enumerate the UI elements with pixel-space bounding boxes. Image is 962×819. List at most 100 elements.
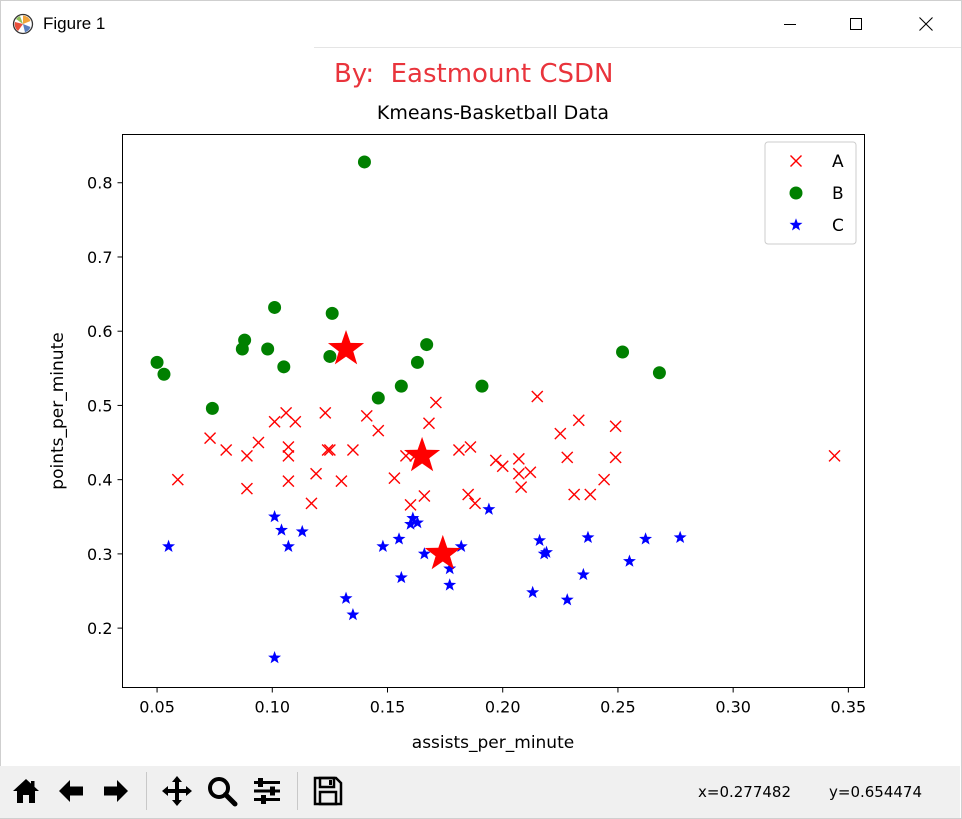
data-point-A (171, 473, 184, 486)
configure-subplots-button[interactable] (250, 774, 284, 808)
chart-legend: ABC (764, 141, 857, 245)
back-arrow-icon (59, 780, 83, 802)
home-button[interactable] (9, 774, 43, 808)
data-point-C (454, 539, 468, 552)
data-point-A (572, 414, 585, 427)
data-point-A (524, 466, 537, 479)
home-icon (13, 779, 39, 803)
y-tick-label: 0.5 (87, 396, 112, 415)
data-point-A (252, 436, 265, 449)
x-tick-label: 0.10 (254, 698, 290, 717)
data-point-B (394, 379, 408, 393)
data-point-A (422, 417, 435, 430)
maximize-button[interactable] (833, 1, 879, 47)
toolbar-separator (297, 772, 298, 810)
series-C (162, 502, 687, 664)
legend-label-C: C (832, 216, 844, 236)
data-point-B (357, 155, 371, 169)
data-point-B (420, 338, 434, 352)
configure-subplots-icon (254, 778, 280, 804)
data-point-A (418, 489, 431, 502)
data-point-C (417, 547, 431, 560)
data-point-C (410, 515, 424, 529)
y-tick-label: 0.8 (87, 174, 112, 193)
data-point-A (240, 482, 253, 495)
back-button[interactable] (54, 774, 88, 808)
cursor-x-readout: x=0.277482 (698, 783, 792, 801)
data-point-C (275, 523, 288, 536)
data-point-C (533, 533, 547, 547)
data-point-B (371, 391, 385, 405)
x-tick-label: 0.15 (370, 698, 406, 717)
maximize-icon (850, 18, 862, 30)
legend-marker-B (789, 186, 803, 200)
data-point-A (609, 451, 622, 464)
data-point-C (560, 593, 574, 606)
data-point-A (360, 409, 373, 422)
data-point-A (372, 424, 385, 437)
data-point-A (220, 443, 233, 456)
data-point-A (496, 460, 509, 473)
legend-label-A: A (832, 152, 844, 172)
data-point-C (394, 570, 408, 584)
watermark-text: By: Eastmount CSDN (334, 59, 614, 89)
data-point-C (281, 539, 295, 552)
pan-button[interactable] (160, 774, 194, 808)
data-point-A (310, 467, 323, 480)
save-icon (313, 776, 343, 806)
close-button[interactable] (903, 1, 949, 47)
series-B (150, 155, 666, 415)
data-point-C (622, 554, 636, 567)
data-point-B (268, 300, 282, 314)
data-point-A (598, 473, 611, 486)
data-point-C (673, 530, 687, 544)
data-point-A (282, 475, 295, 488)
minimize-button[interactable] (767, 1, 813, 47)
series-layer (150, 155, 841, 664)
data-point-A (531, 390, 544, 403)
data-point-B (205, 401, 219, 415)
data-point-C (346, 607, 360, 621)
cursor-y-readout: y=0.654474 (829, 783, 923, 801)
x-tick-label: 0.05 (139, 698, 175, 717)
y-axis-label: points_per_minute (48, 332, 68, 489)
data-point-C (576, 567, 590, 581)
chart-title: Kmeans-Basketball Data (377, 102, 609, 124)
zoom-button[interactable] (205, 774, 239, 808)
data-point-C (639, 532, 653, 545)
data-point-B (410, 355, 424, 369)
data-point-B (323, 349, 337, 363)
legend-entry-A: A (790, 152, 844, 172)
data-point-A (554, 427, 567, 440)
pan-icon (162, 776, 192, 806)
x-tick-label: 0.25 (600, 698, 636, 717)
y-axis-ticks: 0.2 0.3 0.4 0.5 0.6 0.7 0.8 (87, 174, 123, 638)
data-point-C (268, 651, 282, 664)
title-bar[interactable]: Figure 1 (1, 1, 961, 47)
data-point-A (282, 449, 295, 462)
data-point-C (526, 585, 540, 598)
data-point-C (268, 509, 282, 523)
legend-marker-C (789, 218, 803, 231)
save-button[interactable] (311, 774, 345, 808)
data-point-A (584, 488, 597, 501)
data-point-A (429, 396, 442, 409)
plot-area (122, 134, 865, 688)
data-point-B (325, 306, 339, 320)
data-point-A (561, 451, 574, 464)
data-point-C (443, 578, 457, 591)
legend-entry-C: C (789, 216, 844, 236)
navigation-toolbar: x=0.277482 y=0.654474 (0, 766, 960, 818)
data-point-C (339, 591, 353, 604)
data-point-A (404, 498, 417, 511)
data-point-C (295, 524, 309, 538)
legend-marker-A (790, 155, 802, 167)
data-point-A (462, 488, 475, 501)
data-point-A (240, 449, 253, 462)
close-icon (919, 17, 933, 31)
data-point-A (282, 441, 295, 453)
toolbar-separator (146, 772, 147, 810)
forward-button[interactable] (99, 774, 133, 808)
data-point-B (652, 366, 666, 380)
